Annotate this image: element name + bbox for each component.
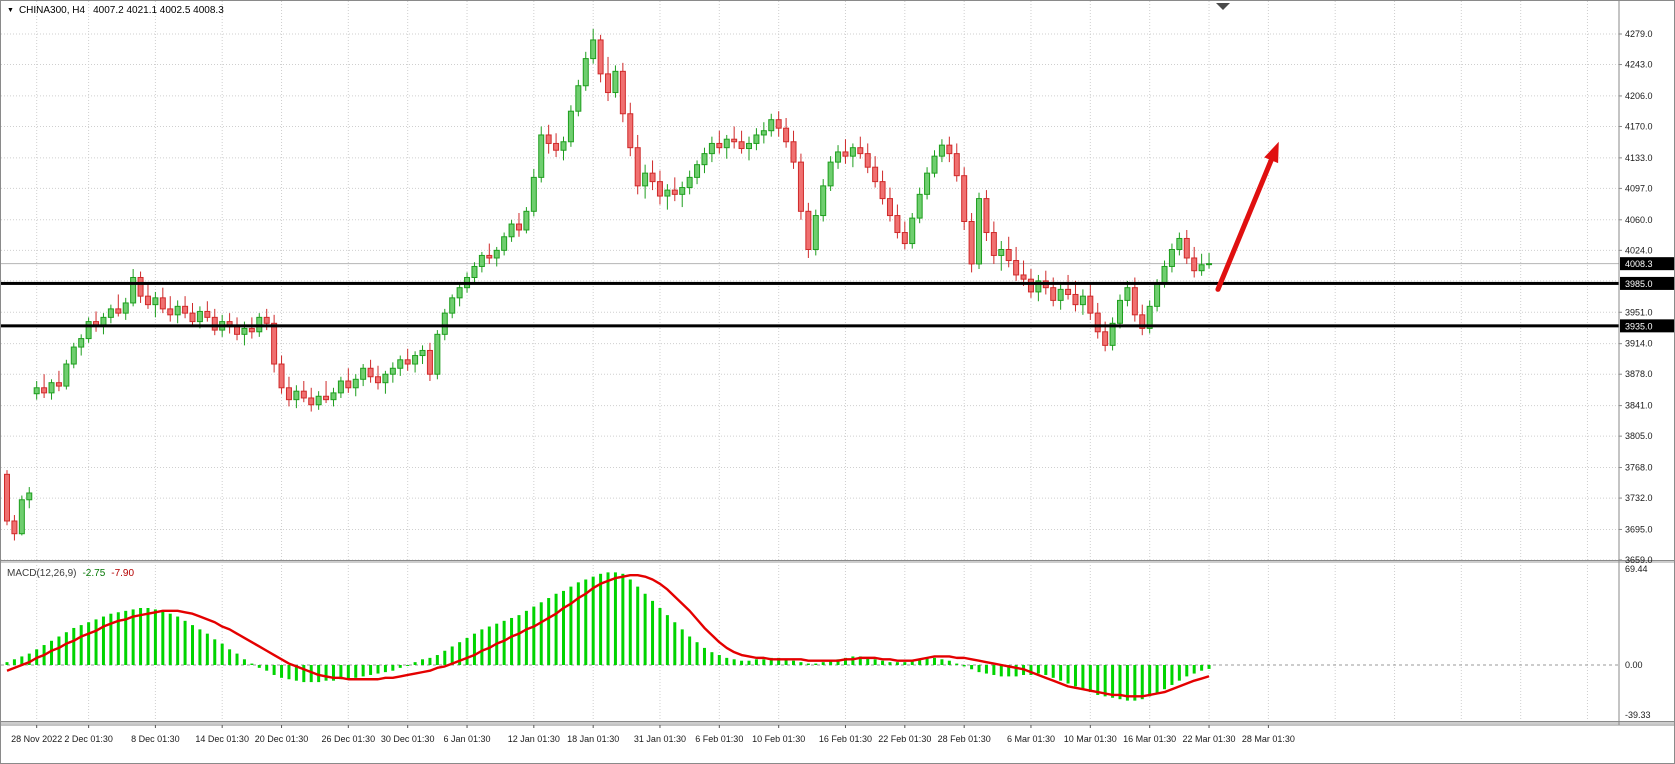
chart-plot-area[interactable] [1, 1, 1619, 560]
axis-label: 4279.0 [1625, 29, 1653, 39]
axis-label: 3805.0 [1625, 431, 1653, 441]
axis-label: 4008.3 [1625, 259, 1653, 269]
macd-layer [1, 572, 1619, 701]
axis-label: 4097.0 [1625, 183, 1653, 193]
axis-label: 3732.0 [1625, 493, 1653, 503]
axis-label: 0.00 [1625, 660, 1643, 670]
axis-label: 3914.0 [1625, 339, 1653, 349]
axis-label: 4243.0 [1625, 60, 1653, 70]
axis-label: 3935.0 [1625, 321, 1653, 331]
axis-label: 3768.0 [1625, 463, 1653, 473]
axis-label: 4206.0 [1625, 91, 1653, 101]
axis-label: 26 Dec 01:30 [322, 734, 376, 744]
axis-label: 3841.0 [1625, 401, 1653, 411]
axis-label: 12 Jan 01:30 [508, 734, 560, 744]
axis-label: 14 Dec 01:30 [195, 734, 249, 744]
chart-shift-marker-icon[interactable] [1216, 3, 1230, 10]
horizontal-level-line[interactable] [1, 281, 1619, 285]
chart-title-ohlc: 4007.2 4021.1 4002.5 4008.3 [93, 5, 224, 16]
grid-layer [1, 1, 1619, 721]
axis-label: 3985.0 [1625, 279, 1653, 289]
axis-label: 6 Mar 01:30 [1007, 734, 1055, 744]
axis-label: 3878.0 [1625, 369, 1653, 379]
axis-label: 10 Feb 01:30 [752, 734, 805, 744]
axis-label: 20 Dec 01:30 [255, 734, 309, 744]
axis-label: 8 Dec 01:30 [131, 734, 180, 744]
axis-label: 18 Jan 01:30 [567, 734, 619, 744]
price-axis-area[interactable] [1619, 1, 1675, 725]
horizontal-level-line[interactable] [1, 324, 1619, 328]
macd-label: MACD(12,26,9) -2.75 -7.90 [7, 568, 134, 579]
chart-title: ▼ CHINA300, H4 4007.2 4021.1 4002.5 4008… [7, 5, 224, 16]
axis-label: 16 Feb 01:30 [819, 734, 872, 744]
axis-label: 6 Feb 01:30 [695, 734, 743, 744]
axis-label: 3695.0 [1625, 524, 1653, 534]
axis-label: 30 Dec 01:30 [381, 734, 435, 744]
axis-label: 22 Feb 01:30 [878, 734, 931, 744]
axis-label: -39.33 [1625, 710, 1651, 720]
macd-signal-value: -7.90 [111, 568, 135, 579]
axis-label: 10 Mar 01:30 [1064, 734, 1117, 744]
axis-label: 69.44 [1625, 564, 1648, 574]
axis-label: 3951.0 [1625, 307, 1653, 317]
axis-label: 28 Feb 01:30 [938, 734, 991, 744]
macd-signal-line [6, 574, 1210, 698]
macd-plot-area[interactable] [1, 564, 1619, 721]
axis-label: 22 Mar 01:30 [1183, 734, 1236, 744]
axis-label: 28 Mar 01:30 [1242, 734, 1295, 744]
macd-main-value: -2.75 [82, 568, 106, 579]
axis-label: 4170.0 [1625, 121, 1653, 131]
level-price-badge [1620, 319, 1674, 333]
level-price-badge [1620, 276, 1674, 290]
time-axis-area[interactable] [1, 725, 1675, 764]
axis-label: 16 Mar 01:30 [1123, 734, 1176, 744]
current-price-badge [1620, 257, 1674, 271]
pane-divider[interactable] [1, 721, 1675, 725]
axis-label: 4024.0 [1625, 245, 1653, 255]
axis-label: 31 Jan 01:30 [634, 734, 686, 744]
pane-divider[interactable] [1, 560, 1675, 564]
macd-indicator-name: MACD(12,26,9) [7, 568, 77, 579]
axis-label: 6 Jan 01:30 [444, 734, 491, 744]
axis-label: 3659.0 [1625, 555, 1653, 565]
chart-title-symbol: CHINA300, H4 [18, 5, 86, 16]
trend-arrow[interactable] [1215, 141, 1279, 292]
axis-label: 28 Nov 2022 [11, 734, 62, 744]
symbol-dropdown-icon[interactable]: ▼ [7, 7, 14, 14]
axis-label: 4060.0 [1625, 215, 1653, 225]
axis-label: 2 Dec 01:30 [64, 734, 113, 744]
axis-label: 4133.0 [1625, 153, 1653, 163]
